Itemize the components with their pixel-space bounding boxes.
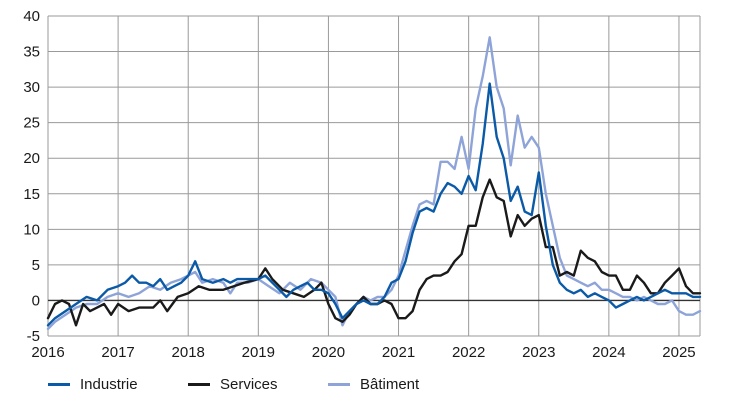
legend-item-industrie: Industrie: [48, 376, 138, 393]
y-axis-tick-labels: -5 0 5 10 15 20 25 30 35 40: [23, 8, 40, 345]
series-line-services: [46, 178, 702, 327]
x-tick-label: 2022: [452, 344, 485, 361]
legend-swatch-batiment: [328, 383, 350, 386]
y-tick-label: 10: [23, 221, 40, 238]
series-lines: [46, 36, 702, 331]
x-tick-label: 2016: [31, 344, 64, 361]
x-tick-label: 2017: [101, 344, 134, 361]
x-tick-label: 2020: [312, 344, 345, 361]
legend-label-industrie: Industrie: [80, 376, 138, 393]
legend-item-batiment: Bâtiment: [328, 376, 419, 393]
series-line-industrie: [46, 82, 702, 327]
legend-swatch-services: [188, 383, 210, 386]
y-tick-label: 35: [23, 44, 40, 61]
y-tick-label: 0: [32, 292, 40, 309]
legend-item-services: Services: [188, 376, 278, 393]
x-tick-label: 2019: [242, 344, 275, 361]
x-tick-label: 2021: [382, 344, 415, 361]
legend-label-services: Services: [220, 376, 278, 393]
y-tick-label: 30: [23, 79, 40, 96]
legend-label-batiment: Bâtiment: [360, 376, 420, 393]
x-tick-label: 2023: [522, 344, 555, 361]
y-tick-label: 15: [23, 186, 40, 203]
y-tick-label: 25: [23, 115, 40, 132]
x-tick-label: 2024: [592, 344, 625, 361]
y-tick-label: -5: [27, 328, 40, 345]
x-tick-label: 2018: [172, 344, 205, 361]
y-tick-label: 40: [23, 8, 40, 25]
legend-swatch-industrie: [48, 383, 70, 386]
legend: Industrie Services Bâtiment: [0, 372, 730, 402]
series-line-batiment: [46, 36, 702, 331]
y-tick-label: 5: [32, 257, 40, 274]
y-tick-label: 20: [23, 150, 40, 167]
x-axis-tick-labels: 2016 2017 2018 2019 2020 2021 2022 2023 2024 2025: [31, 344, 695, 361]
x-tick-label: 2025: [662, 344, 695, 361]
